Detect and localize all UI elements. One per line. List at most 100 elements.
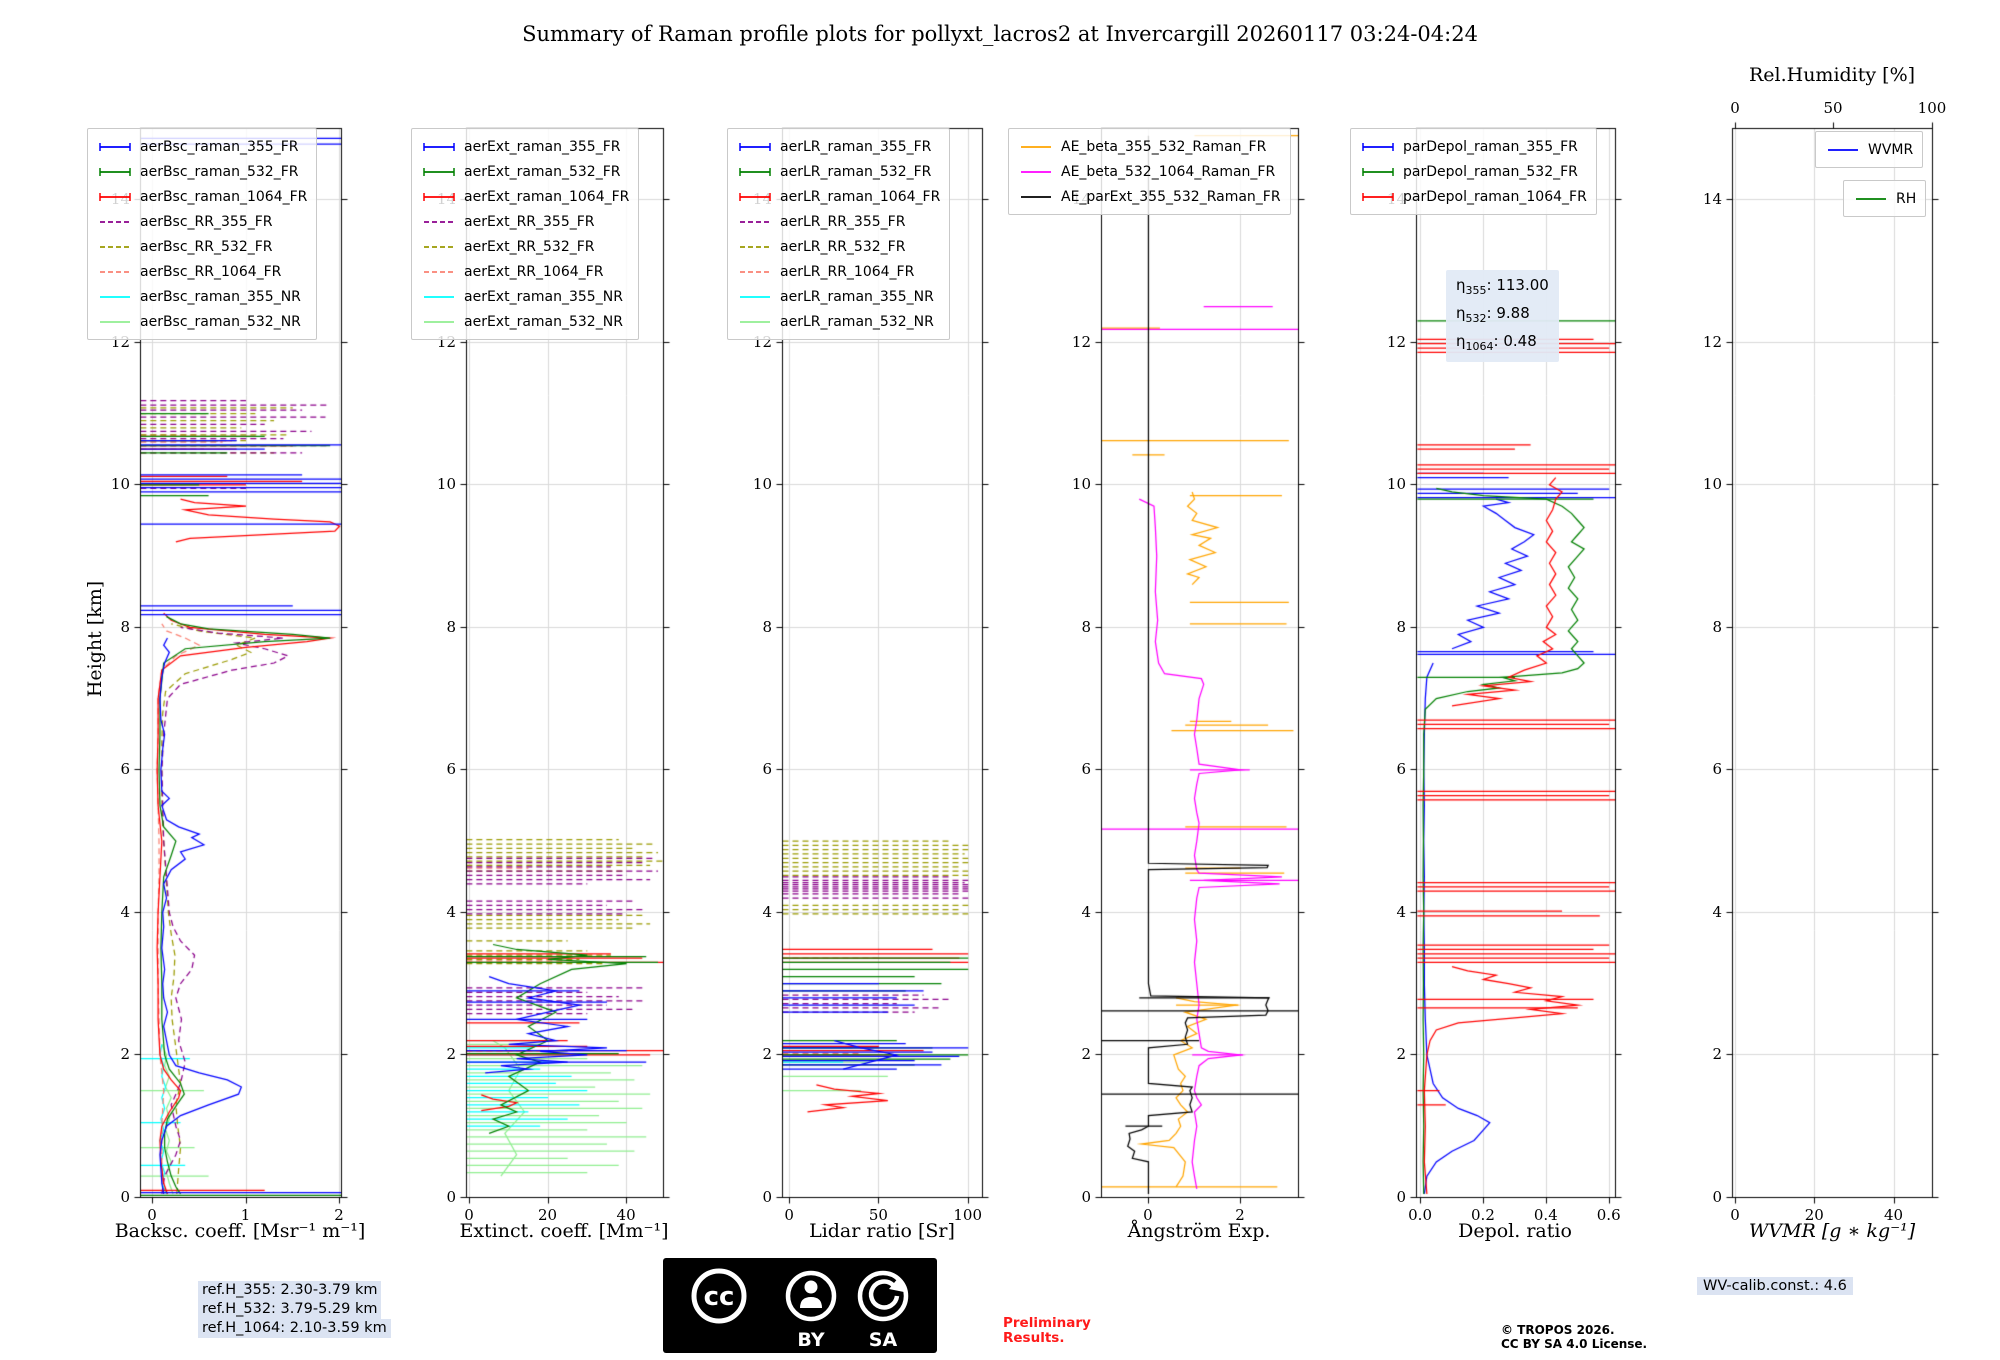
legend-entry-label: aerLR_raman_355_NR [780,288,934,305]
person-head-icon [804,1280,818,1294]
legend-entry: aerLR_raman_355_FR [737,134,940,159]
dashed-line-sample [740,220,770,223]
legend-entry-label: aerBsc_raman_532_NR [140,313,301,330]
legend-entry: aerExt_RR_532_FR [421,234,629,259]
x-axis-label-extinction: Extinct. coeff. [Mm⁻¹] [459,1220,669,1242]
solid-line-sample [424,295,454,298]
dashed-line-sample [100,245,130,248]
top-axis-tick-label: 100 [1917,99,1947,117]
x-tick-label: 0.4 [1533,1206,1558,1224]
legend-entry-label: parDepol_raman_355_FR [1403,138,1578,155]
legend-entry: parDepol_raman_355_FR [1360,134,1587,159]
legend: aerBsc_raman_355_FR aerBsc_raman_532_FR ae… [87,128,318,340]
legend-entry: parDepol_raman_532_FR [1360,159,1587,184]
y-tick-label: 10 [1702,475,1722,494]
y-tick-label: 0 [1396,1188,1406,1206]
y-tick-label: 4 [1081,902,1091,921]
legend-entry-label: aerExt_raman_355_NR [464,288,623,305]
y-tick-label: 14 [1702,190,1722,209]
x-axis-label-wvmr: WVMR [g ∗ kg⁻¹] [1748,1220,1916,1242]
solid-line-sample [100,320,130,323]
legend-entry-label: AE_parExt_355_532_Raman_FR [1061,188,1281,205]
y-tick-label: 4 [446,902,456,921]
solid-line-sample [1856,197,1886,200]
y-tick-label: 2 [120,1045,130,1064]
cc-text: cc [704,1282,735,1312]
legend-entry-label: aerLR_raman_1064_FR [780,188,941,205]
x-axis-label-backscatter: Backsc. coeff. [Msr⁻¹ m⁻¹] [114,1220,366,1242]
legend-entry: RH [1853,186,1916,211]
y-tick-label: 6 [1396,760,1406,779]
copyright-line-2: CC BY SA 4.0 License. [1501,1337,1648,1351]
share-alike-icon [857,1270,909,1322]
figure-title: Summary of Raman profile plots for polly… [522,22,1478,46]
legend: aerLR_raman_355_FR aerLR_raman_532_FR aerL… [727,128,951,340]
legend-entry: aerLR_raman_532_FR [737,159,940,184]
x-tick-label: 0 [1143,1206,1153,1224]
legend-entry: aerExt_raman_532_NR [421,309,629,334]
legend-entry-label: aerBsc_raman_532_FR [140,163,299,180]
solid-line-sample [740,295,770,298]
copyright-line-1: © TROPOS 2026. [1501,1323,1615,1337]
legend-entry: aerExt_RR_1064_FR [421,259,629,284]
y-tick-label: 8 [120,617,130,636]
x-tick-label: 1 [240,1206,251,1224]
legend-entry-label: aerExt_raman_532_FR [464,163,621,180]
y-tick-label: 2 [762,1045,772,1064]
legend-entry: aerBsc_RR_532_FR [97,234,307,259]
solid-line-sample [1021,170,1051,173]
legend-entry-label: aerLR_raman_532_FR [780,163,932,180]
y-tick-label: 6 [446,760,456,779]
top-axis-tick-label: 50 [1823,99,1843,117]
y-tick-label: 4 [1396,902,1406,921]
dashed-line-sample [100,220,130,223]
legend-entry: aerExt_raman_532_FR [421,159,629,184]
legend-entry-label: AE_beta_355_532_Raman_FR [1061,138,1267,155]
y-tick-label: 10 [752,475,772,494]
x-tick-label: 40 [616,1206,636,1224]
y-tick-label: 0 [1081,1188,1091,1206]
legend-entry: AE_beta_532_1064_Raman_FR [1018,159,1281,184]
x-tick-label: 0 [784,1206,794,1224]
legend-entry-label: WVMR [1868,141,1914,158]
legend-entry: aerExt_raman_355_FR [421,134,629,159]
legend-entry-label: aerExt_raman_355_FR [464,138,621,155]
legend-entry: aerBsc_raman_1064_FR [97,184,307,209]
legend-entry-label: aerBsc_RR_355_FR [140,213,273,230]
y-tick-label: 4 [120,902,130,921]
y-tick-label: 2 [1081,1045,1091,1064]
copyright-note: © TROPOS 2026. CC BY SA 4.0 License. [1501,1323,1647,1351]
legend-entry-label: parDepol_raman_1064_FR [1403,188,1587,205]
solid-line-sample [99,192,131,201]
legend-entry-label: aerExt_RR_355_FR [464,213,595,230]
legend-entry: aerLR_RR_1064_FR [737,259,940,284]
x-tick-label: 20 [1804,1206,1824,1224]
dashed-line-sample [740,270,770,273]
x-tick-label: 100 [953,1206,983,1224]
y-tick-label: 6 [1712,760,1722,779]
solid-line-sample [1021,195,1051,198]
legend-entry-label: AE_beta_532_1064_Raman_FR [1061,163,1276,180]
cc-by-label: BY [797,1329,824,1351]
solid-line-sample [1021,145,1051,148]
ref-height-355: ref.H_355: 2.30-3.79 km [198,1281,382,1300]
legend-entry-label: aerLR_raman_532_NR [780,313,934,330]
legend-entry: aerLR_RR_355_FR [737,209,940,234]
x-tick-label: 0 [1730,1206,1740,1224]
legend: parDepol_raman_355_FR parDepol_raman_532_… [1350,128,1597,215]
solid-line-sample [1362,142,1394,151]
y-tick-label: 8 [1081,617,1091,636]
ref-height-1064: ref.H_1064: 2.10-3.59 km [198,1319,391,1338]
dashed-line-sample [424,245,454,248]
legend-entry-label: aerBsc_raman_355_NR [140,288,301,305]
share-alike-arrow-icon [868,1279,900,1310]
attribution-person-icon [785,1270,837,1322]
legend-entry: aerExt_raman_355_NR [421,284,629,309]
x-axis-label-angstrom: Ångström Exp. [1127,1220,1271,1242]
calibration-value: η355: 113.00 [1456,276,1549,297]
x-tick-label: 0.6 [1596,1206,1621,1224]
x-tick-label: 2 [334,1206,344,1224]
y-tick-label: 6 [762,760,772,779]
